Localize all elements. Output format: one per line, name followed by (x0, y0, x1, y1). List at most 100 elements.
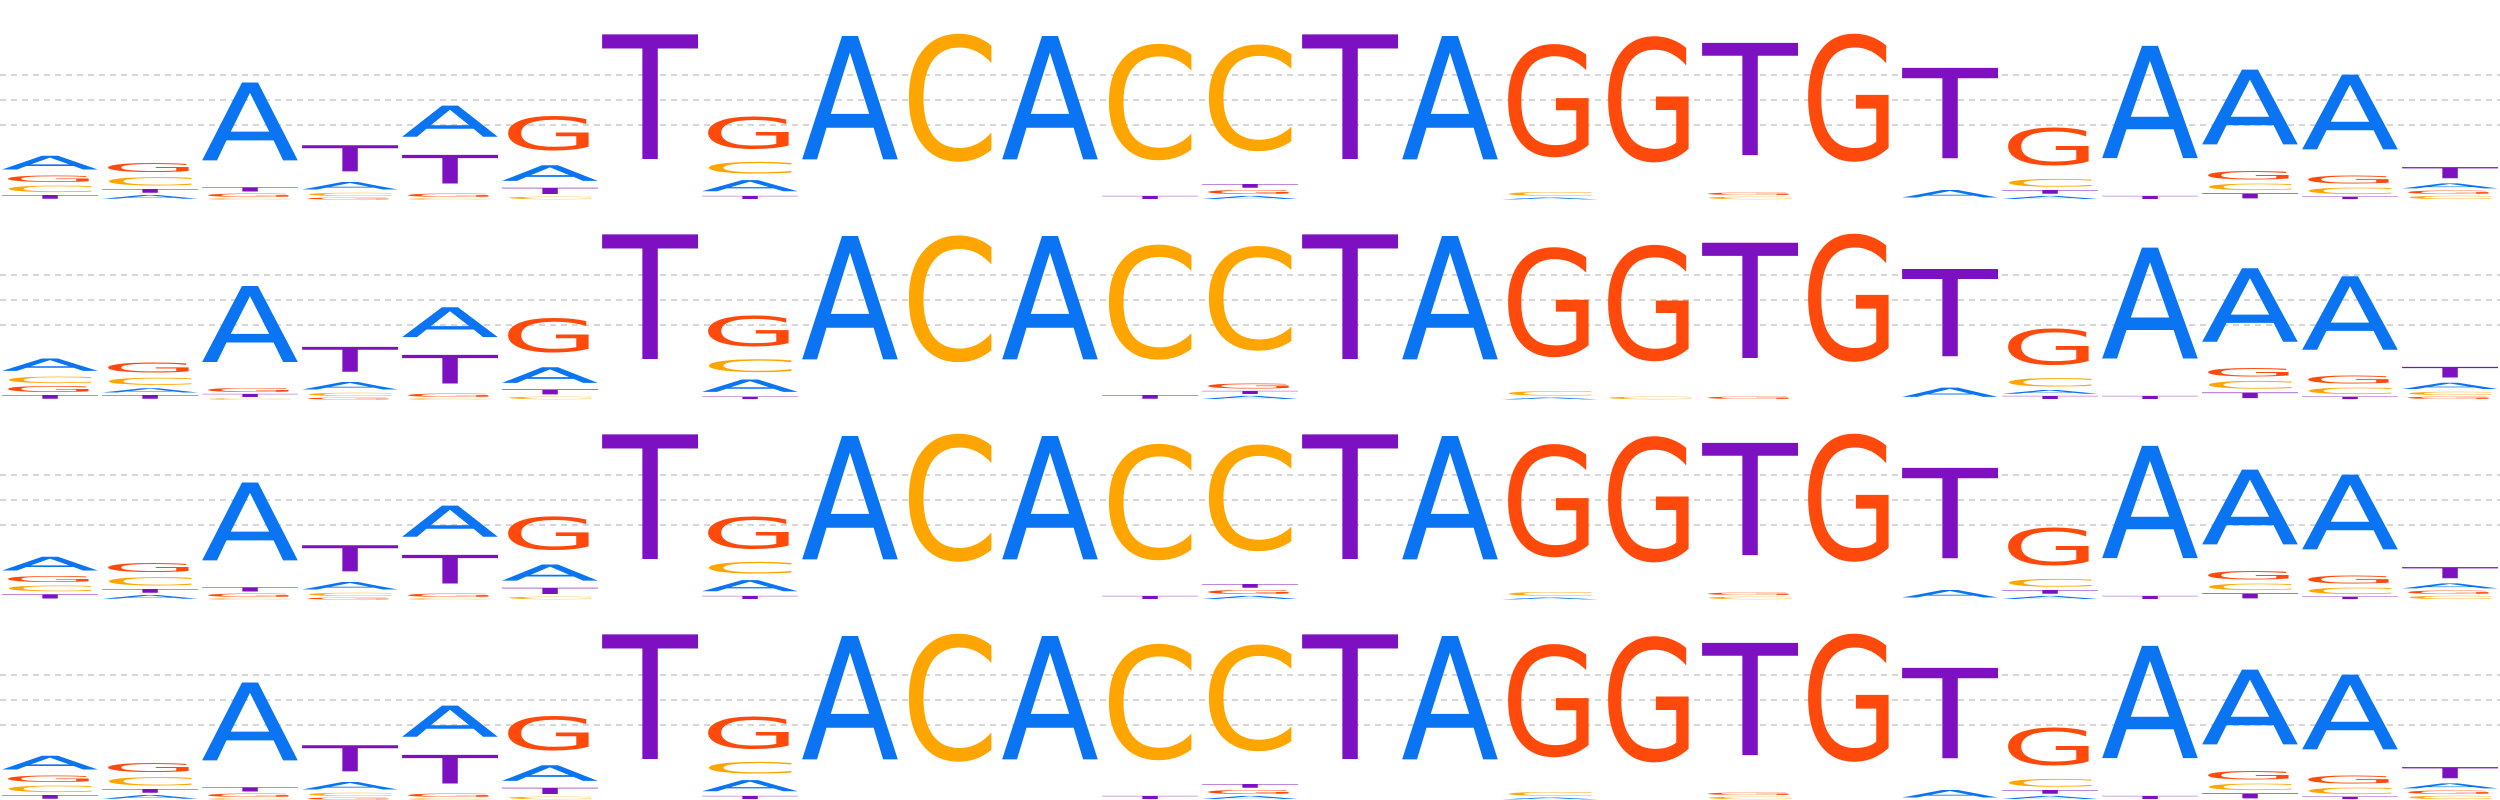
logo-letter-c: C (2301, 786, 2399, 796)
logo-letter-t: T (2401, 164, 2498, 182)
logo-letter-a: A (1201, 795, 1299, 800)
logo-letter-c: C (1101, 615, 1199, 795)
logo-letter-g: G (1201, 589, 1299, 595)
logo-letter-g: G (501, 709, 599, 761)
logo-letter-c: C (1701, 196, 1799, 200)
logo-letter-c: C (2401, 795, 2499, 800)
logo-letter-t: T (2301, 596, 2399, 600)
logo-letter-c: C (2301, 186, 2399, 196)
logo-letter-g: G (2301, 774, 2399, 786)
logo-letter-t: T (401, 747, 498, 793)
logo-letter-t: T (2301, 396, 2399, 400)
logo-letter-c: C (2301, 586, 2399, 596)
logo-letter-a: A (701, 376, 799, 396)
logo-letter-c: C (701, 759, 799, 777)
logo-letter-t: T (2201, 592, 2298, 600)
logo-letter-a: A (2001, 795, 2099, 800)
logo-letter-a: A (101, 794, 199, 800)
logo-letter-g: G (2301, 374, 2399, 386)
logo-letter-a: A (201, 61, 299, 185)
logo-letter-a: A (401, 697, 499, 747)
logo-letter-a: A (401, 299, 499, 347)
logo-letter-t: T (2401, 764, 2498, 782)
logo-letter-t: T (1702, 413, 1799, 592)
logo-letter-t: T (401, 147, 498, 193)
logo-letter-c: C (1, 584, 99, 593)
logo-letter-g: G (2201, 366, 2299, 379)
logo-letter-a: A (2101, 416, 2199, 595)
logo-letter-g: G (2001, 719, 2099, 777)
logo-letter-a: A (1201, 395, 1299, 400)
logo-letter-c: C (901, 3, 999, 200)
logo-letter-g: G (2301, 574, 2399, 586)
logo-letter-t: T (101, 394, 199, 400)
logo-letter-a: A (2101, 16, 2199, 195)
logo-letter-a: A (2101, 616, 2199, 795)
logo-letter-t: T (2001, 395, 2099, 400)
logo-letter-g: G (201, 387, 299, 393)
logo-letter-a: A (1401, 402, 1499, 600)
logo-letter-c: C (1, 784, 99, 794)
logo-letter-a: A (1501, 397, 1599, 400)
logo-letter-a: A (1201, 595, 1299, 600)
logo-letter-c: C (1501, 390, 1599, 397)
logo-letter-t: T (1901, 44, 1998, 189)
logo-letter-g: G (1601, 217, 1699, 396)
logo-letter-t: T (1, 194, 99, 200)
logo-letter-c: C (1, 184, 99, 194)
logo-letter-c: C (701, 159, 799, 177)
logo-letter-c: C (1601, 396, 1699, 400)
logo-letter-g: G (1701, 192, 1799, 196)
logo-letter-g: G (301, 197, 399, 200)
logo-letter-g: G (1501, 616, 1599, 791)
logo-letter-g: G (2001, 320, 2099, 376)
logo-letter-t: T (1702, 613, 1799, 792)
logo-letter-t: T (2401, 364, 2498, 381)
logo-letter-a: A (1, 553, 99, 575)
logo-letter-g: G (2401, 396, 2499, 400)
logo-letter-a: A (701, 177, 799, 195)
logo-letter-a: A (401, 97, 499, 147)
logo-letter-g: G (1, 774, 99, 784)
logo-letter-t: T (2001, 589, 2099, 595)
logo-letter-g: G (201, 793, 299, 798)
logo-letter-c: C (501, 396, 599, 400)
logo-letter-c: C (401, 598, 499, 600)
logo-letter-c: C (1501, 591, 1599, 597)
logo-letter-g: G (501, 109, 599, 161)
logo-letter-g: G (201, 193, 299, 198)
logo-letter-a: A (801, 202, 899, 400)
logo-letter-c: C (2301, 386, 2399, 396)
logo-letter-t: T (301, 340, 399, 380)
logo-letter-g: G (501, 311, 599, 363)
logo-letter-t: T (2101, 595, 2199, 600)
logo-letter-t: T (401, 347, 498, 393)
logo-letter-g: G (101, 760, 199, 775)
logo-letter-g: G (2201, 769, 2299, 782)
logo-letter-g: G (701, 509, 799, 559)
logo-letter-t: T (701, 795, 799, 800)
logo-letter-t: T (2301, 196, 2399, 200)
logo-letter-g: G (2301, 174, 2399, 186)
logo-letter-t: T (701, 396, 799, 400)
logo-letter-c: C (301, 792, 399, 797)
logo-letter-t: T (602, 600, 699, 800)
logo-letter-a: A (501, 761, 599, 786)
logo-letter-a: A (201, 265, 299, 387)
logo-letter-c: C (2001, 376, 2099, 389)
logo-letter-a: A (1201, 195, 1299, 200)
logo-letter-c: C (101, 175, 199, 188)
logo-letter-a: A (2401, 381, 2499, 391)
logo-letter-c: C (2401, 391, 2499, 396)
logo-letter-c: C (2201, 782, 2299, 792)
logo-letter-t: T (501, 786, 598, 796)
logo-letter-t: T (1101, 595, 1199, 600)
logo-letter-g: G (1701, 792, 1799, 796)
logo-letter-a: A (1, 752, 99, 774)
logo-letter-g: G (1801, 403, 1899, 600)
logo-letter-g: G (701, 309, 799, 357)
logo-letter-g: G (501, 509, 599, 561)
logo-letter-t: T (1302, 200, 1399, 400)
logo-letter-t: T (201, 393, 299, 398)
